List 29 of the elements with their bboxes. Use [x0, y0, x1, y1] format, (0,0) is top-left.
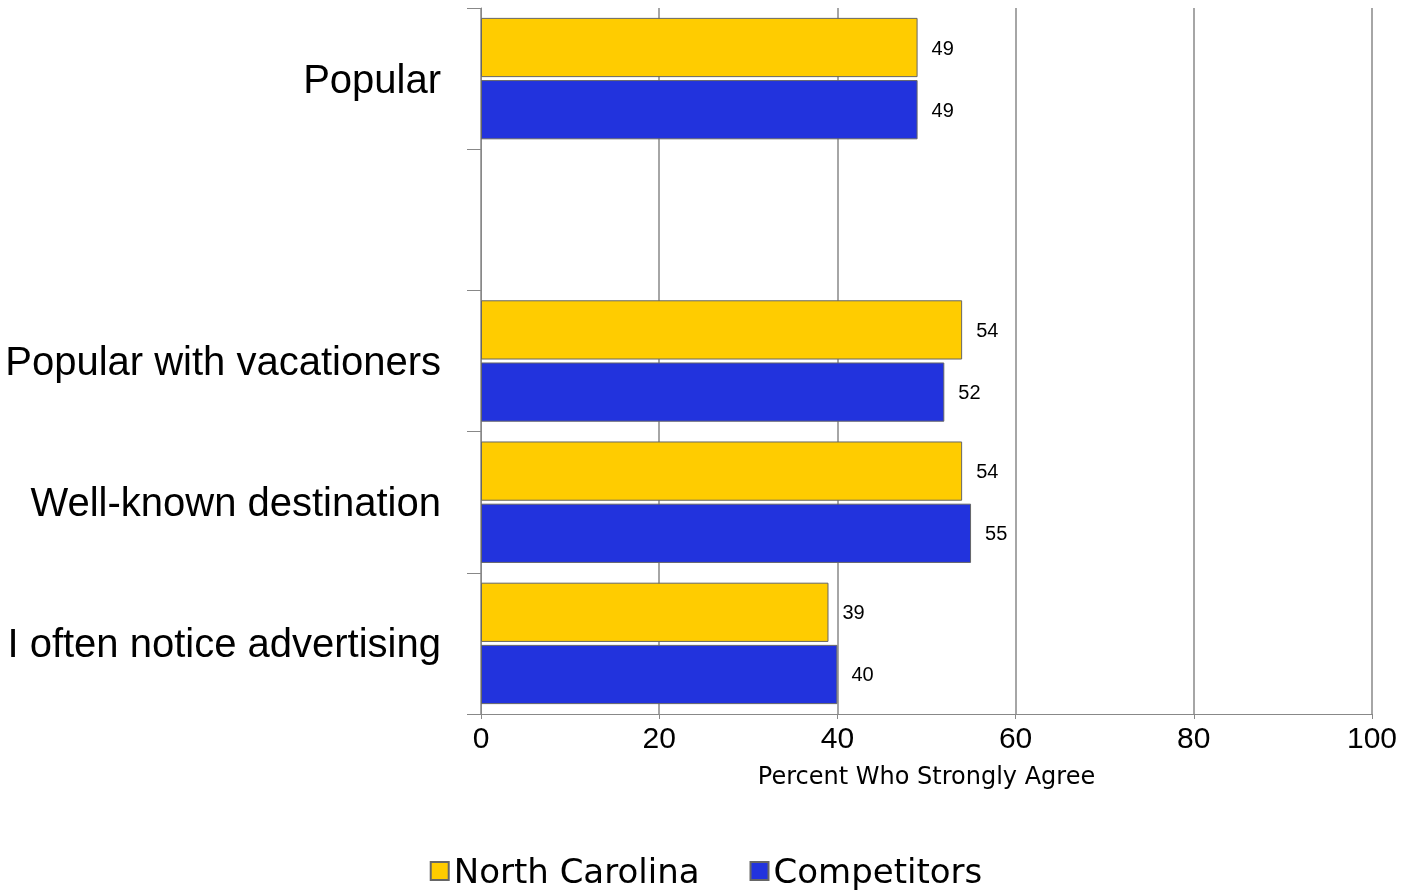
data-label: 49 [931, 36, 954, 59]
data-label: 52 [958, 381, 981, 404]
x-tick-label: 0 [472, 720, 490, 754]
data-label: 40 [851, 663, 874, 686]
x-tick-label: 80 [1177, 720, 1211, 754]
legend-label: North Carolina [453, 851, 700, 891]
bar [481, 503, 972, 563]
data-label: 39 [842, 601, 865, 624]
bar [481, 441, 963, 501]
bar [481, 362, 945, 422]
y-tick-label: I often notice advertising [7, 621, 441, 666]
x-tick-label: 40 [820, 720, 855, 754]
y-tick-label: Popular with vacationers [5, 339, 441, 383]
x-tick-label: 100 [1346, 720, 1398, 754]
bar [481, 582, 829, 642]
bar [481, 300, 963, 360]
data-label: 55 [985, 522, 1008, 545]
data-label: 54 [976, 460, 999, 483]
bar [481, 644, 838, 705]
x-tick-label: 20 [642, 720, 676, 754]
bar [481, 17, 918, 78]
data-label: 54 [976, 318, 999, 341]
x-axis-title: Percent Who Strongly Agree [757, 762, 1096, 790]
x-tick-label: 60 [998, 720, 1033, 754]
y-tick-label: Popular [303, 56, 441, 101]
y-tick-label: Well-known destination [30, 480, 441, 525]
bar [481, 80, 918, 140]
data-label: 49 [931, 98, 954, 121]
legend-label: Competitors [773, 851, 983, 891]
